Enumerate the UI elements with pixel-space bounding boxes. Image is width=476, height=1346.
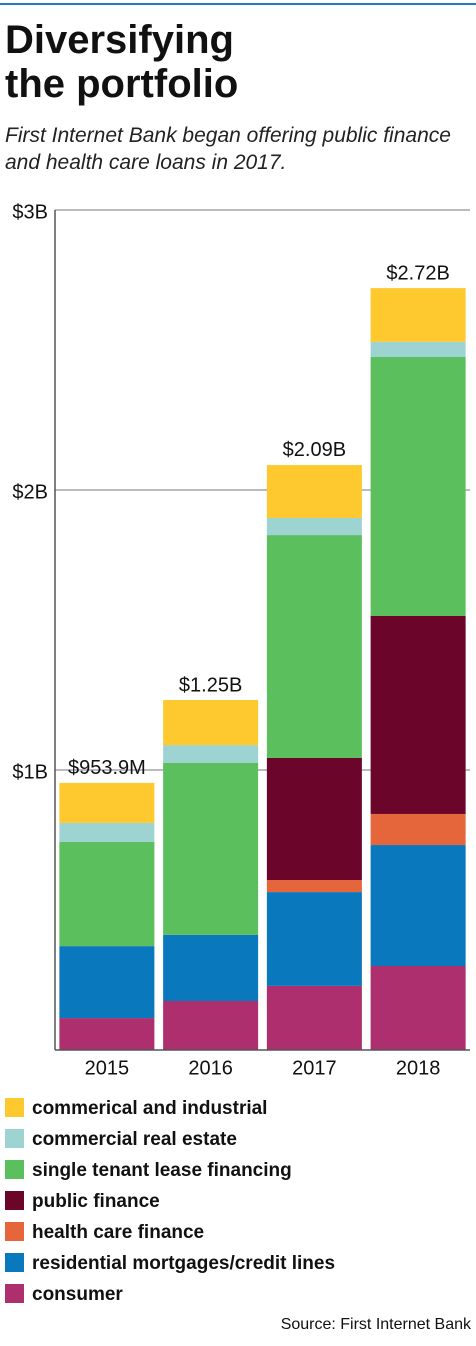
bar-segment — [59, 822, 155, 842]
bar-segment — [266, 535, 362, 758]
bar-segment — [59, 782, 155, 823]
bar-segment — [59, 841, 155, 947]
bar-segment — [370, 616, 466, 814]
bar-segment — [370, 341, 466, 357]
bar-segment — [266, 465, 362, 518]
source: Source: First Internet Bank — [281, 1316, 472, 1333]
bar-segment — [370, 845, 466, 966]
bar-segment — [266, 985, 362, 1050]
legend-label: commercial real estate — [32, 1129, 237, 1150]
bar-segment — [370, 966, 466, 1050]
total-label: $2.09B — [283, 439, 346, 461]
bar-segment — [370, 288, 466, 342]
bar-segment — [266, 757, 362, 881]
legend-swatch — [5, 1160, 24, 1179]
x-tick-label: 2015 — [85, 1057, 130, 1079]
bar-segment — [370, 813, 466, 846]
chart-title: Diversifying the portfolio — [5, 18, 239, 106]
bar-segment — [163, 763, 259, 935]
bar-segment — [266, 880, 362, 893]
x-tick-label: 2017 — [292, 1057, 337, 1079]
chart-subtitle: First Internet Bank began offering publi… — [5, 124, 451, 174]
legend-swatch — [5, 1284, 24, 1303]
legend-label: consumer — [32, 1284, 123, 1305]
x-tick-label: 2016 — [188, 1057, 233, 1079]
bar-segment — [266, 518, 362, 536]
bar-segment — [163, 1001, 259, 1050]
bar-segment — [163, 934, 259, 1001]
bar-segment — [59, 946, 155, 1019]
bar-segment — [163, 745, 259, 763]
total-label: $2.72B — [386, 263, 449, 285]
y-tick-label: $3B — [12, 201, 48, 223]
bar-segment — [163, 700, 259, 746]
bar-segment — [266, 892, 362, 986]
bar-segment — [59, 1018, 155, 1050]
bar-segment — [370, 357, 466, 616]
legend-swatch — [5, 1129, 24, 1148]
legend-label: commerical and industrial — [32, 1098, 267, 1119]
legend-swatch — [5, 1222, 24, 1241]
legend-swatch — [5, 1098, 24, 1117]
y-tick-label: $2B — [12, 481, 48, 503]
x-tick-label: 2018 — [396, 1057, 441, 1079]
legend-label: health care finance — [32, 1222, 204, 1243]
y-tick-label: $1B — [12, 761, 48, 783]
total-label: $1.25B — [179, 674, 242, 696]
legend-label: single tenant lease financing — [32, 1160, 292, 1181]
legend-label: public finance — [32, 1191, 160, 1212]
legend-swatch — [5, 1191, 24, 1210]
legend-swatch — [5, 1253, 24, 1272]
total-label: $953.9M — [68, 757, 146, 779]
legend-label: residential mortgages/credit lines — [32, 1253, 335, 1274]
